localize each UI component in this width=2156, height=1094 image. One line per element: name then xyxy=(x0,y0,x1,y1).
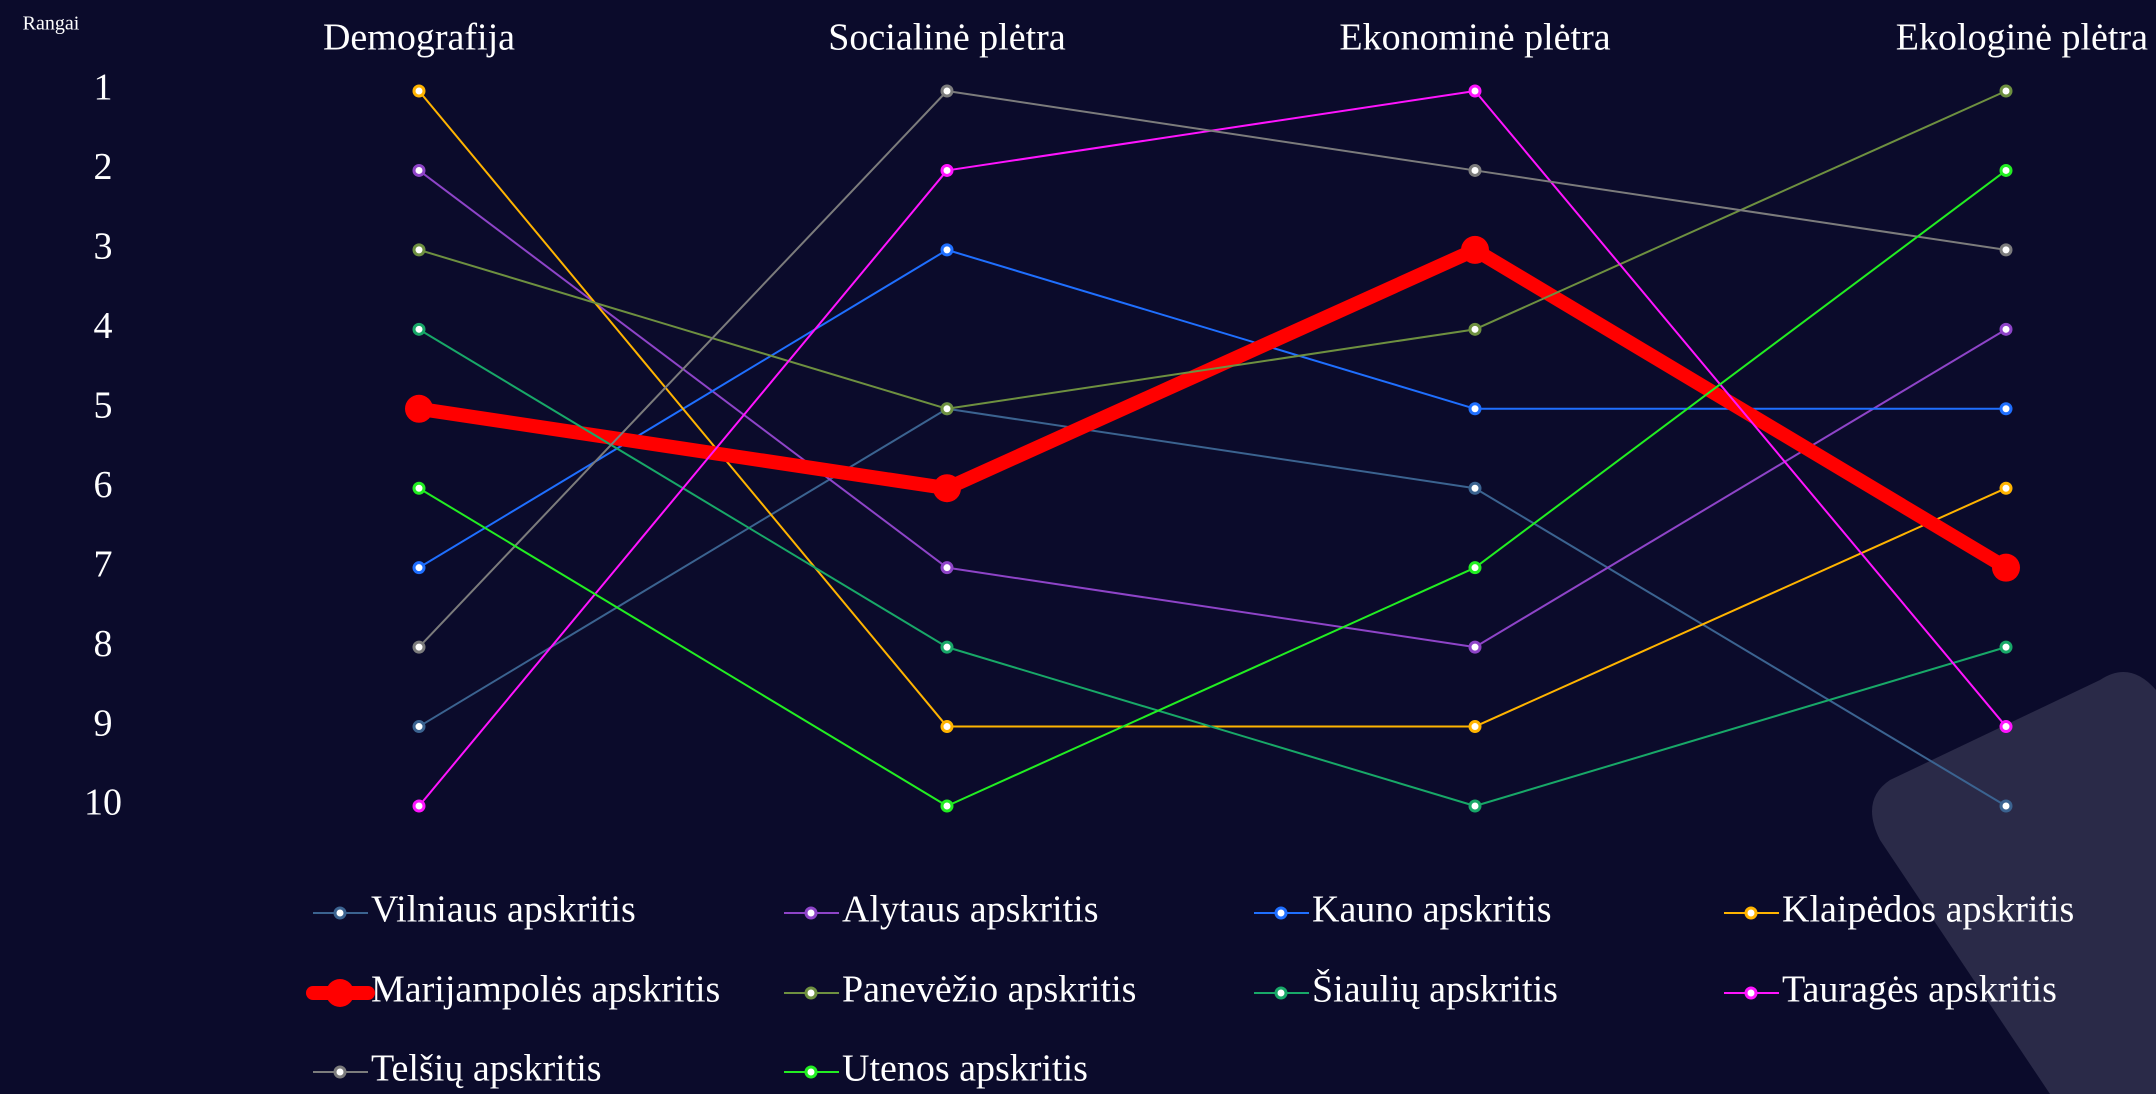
point xyxy=(1468,402,1482,416)
point xyxy=(1999,322,2013,336)
point xyxy=(940,402,954,416)
point xyxy=(1999,799,2013,813)
legend-marker xyxy=(1274,986,1288,1000)
point xyxy=(940,163,954,177)
y-tick-label: 1 xyxy=(94,67,113,109)
legend-marker xyxy=(804,986,818,1000)
point xyxy=(1999,640,2013,654)
legend-label: Vilniaus apskritis xyxy=(371,889,636,931)
point xyxy=(1999,243,2013,257)
y-tick-label: 3 xyxy=(94,226,113,268)
point xyxy=(412,640,426,654)
y-tick-label: 9 xyxy=(94,702,113,744)
y-tick-label: 10 xyxy=(84,782,122,824)
legend-label: Klaipėdos apskritis xyxy=(1782,889,2074,931)
point xyxy=(1999,402,2013,416)
y-tick-label: 6 xyxy=(94,464,113,506)
point xyxy=(412,84,426,98)
y-tick-label: 4 xyxy=(94,305,113,347)
legend-marker xyxy=(326,979,354,1007)
legend-label: Marijampolės apskritis xyxy=(371,969,720,1011)
series-line xyxy=(418,90,2007,649)
point xyxy=(1999,163,2013,177)
point xyxy=(412,243,426,257)
point xyxy=(1468,163,1482,177)
point xyxy=(412,481,426,495)
point xyxy=(412,720,426,734)
point xyxy=(940,243,954,257)
legend-marker xyxy=(333,1065,347,1079)
point xyxy=(1992,553,2020,582)
legend-label: Kauno apskritis xyxy=(1312,889,1552,931)
point xyxy=(1468,561,1482,575)
y-tick-label: 7 xyxy=(94,543,113,585)
point xyxy=(1468,322,1482,336)
point xyxy=(1999,84,2013,98)
point xyxy=(405,394,433,423)
point xyxy=(1468,720,1482,734)
category-label: Ekonominė plėtra xyxy=(1339,17,1610,59)
point xyxy=(1999,481,2013,495)
point xyxy=(1468,640,1482,654)
legend-label: Panevėžio apskritis xyxy=(842,969,1136,1011)
point xyxy=(940,640,954,654)
decor-shape xyxy=(1872,672,2156,1094)
point xyxy=(940,720,954,734)
point xyxy=(1468,84,1482,98)
series-line xyxy=(418,169,2007,807)
legend-label: Šiaulių apskritis xyxy=(1312,969,1558,1011)
legend-marker xyxy=(1274,906,1288,920)
category-label: Socialinė plėtra xyxy=(828,17,1066,59)
y-tick-label: 5 xyxy=(94,384,113,426)
legend-marker xyxy=(1744,906,1758,920)
category-label: Demografija xyxy=(323,17,515,59)
point xyxy=(933,474,961,503)
point xyxy=(412,163,426,177)
point xyxy=(940,84,954,98)
legend-label: Utenos apskritis xyxy=(842,1048,1088,1090)
series-line xyxy=(418,407,2007,807)
point xyxy=(1468,799,1482,813)
y-tick-label: 2 xyxy=(94,146,113,188)
legend-marker xyxy=(333,906,347,920)
y-axis-label: Rangai xyxy=(23,13,80,35)
y-tick-label: 8 xyxy=(94,623,113,665)
point xyxy=(412,561,426,575)
legend-label: Alytaus apskritis xyxy=(842,889,1098,931)
category-label: Ekologinė plėtra xyxy=(1896,17,2148,59)
legend-marker xyxy=(804,1065,818,1079)
point xyxy=(1461,235,1489,264)
point xyxy=(1999,720,2013,734)
point xyxy=(940,561,954,575)
legend-label: Telšių apskritis xyxy=(371,1048,602,1090)
legend-marker xyxy=(1744,986,1758,1000)
point xyxy=(412,799,426,813)
legend-marker xyxy=(804,906,818,920)
point xyxy=(940,799,954,813)
point xyxy=(412,322,426,336)
point xyxy=(1468,481,1482,495)
legend-label: Tauragės apskritis xyxy=(1782,969,2057,1011)
